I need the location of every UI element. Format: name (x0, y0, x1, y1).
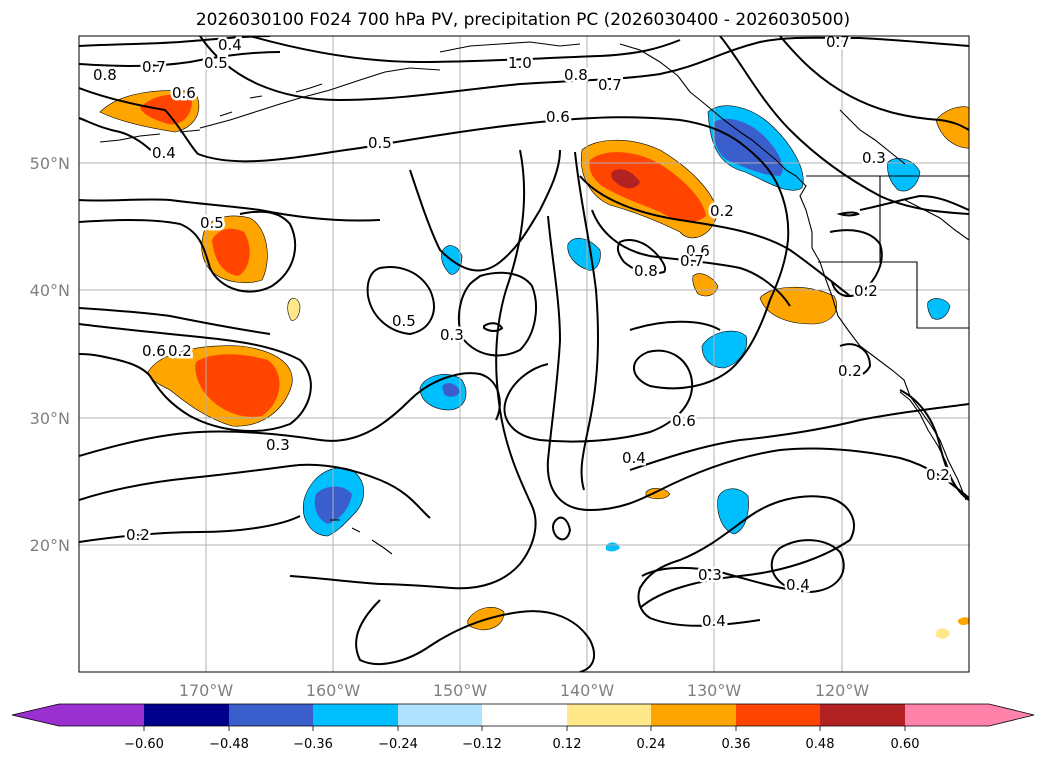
svg-text:0.5: 0.5 (200, 214, 224, 232)
svg-text:140°W: 140°W (560, 681, 615, 700)
svg-text:0.7: 0.7 (680, 252, 704, 270)
colorbar-tick-label: 0.60 (891, 737, 920, 752)
svg-text:160°W: 160°W (306, 681, 361, 700)
colorbar-bin-pos048 (820, 704, 905, 726)
colorbar-bin-neg-under (59, 704, 144, 726)
svg-text:0.5: 0.5 (368, 134, 392, 152)
colorbar-bin-pos060 (905, 704, 989, 726)
graticule (79, 36, 969, 672)
colorbar-tick-label: 0.48 (806, 737, 835, 752)
svg-text:0.8: 0.8 (93, 66, 117, 84)
colorbar: −0.60 −0.48 −0.36 −0.24 −0.12 0.12 0.24 … (11, 703, 1035, 752)
svg-text:0.3: 0.3 (862, 149, 886, 167)
svg-text:0.2: 0.2 (168, 342, 192, 360)
svg-text:0.4: 0.4 (702, 612, 726, 630)
colorbar-bin-neg060 (144, 704, 229, 726)
colorbar-tick-label: 0.24 (637, 737, 666, 752)
svg-text:0.5: 0.5 (392, 312, 416, 330)
map-frame (78, 35, 970, 673)
colorbar-bin-neg036 (313, 704, 398, 726)
colorbar-tick-label: −0.36 (293, 737, 333, 752)
svg-text:0.4: 0.4 (152, 144, 176, 162)
colorbar-bin-pos024 (651, 704, 736, 726)
svg-text:0.3: 0.3 (698, 566, 722, 584)
map-title: 2026030100 F024 700 hPa PV, precipitatio… (196, 10, 850, 30)
svg-text:170°W: 170°W (179, 681, 234, 700)
svg-text:0.7: 0.7 (826, 33, 850, 51)
svg-text:0.2: 0.2 (710, 202, 734, 220)
contour-labels: 0.4 0.5 1.0 0.8 0.7 0.7 0.6 0.5 0.8 0.7 … (91, 33, 953, 633)
svg-text:50°N: 50°N (30, 154, 70, 173)
svg-text:120°W: 120°W (815, 681, 870, 700)
svg-text:0.6: 0.6 (686, 242, 710, 260)
longitude-labels: 170°W 160°W 150°W 140°W 130°W 120°W (179, 681, 870, 700)
colorbar-under-arrow (12, 704, 59, 726)
colorbar-tick-label: −0.60 (124, 737, 164, 752)
svg-text:0.3: 0.3 (266, 436, 290, 454)
colorbar-bin-neg024 (398, 704, 482, 726)
coastlines (99, 41, 969, 555)
colorbar-bin-neutral (482, 704, 567, 726)
svg-text:0.6: 0.6 (546, 108, 570, 126)
svg-text:0.6: 0.6 (172, 84, 196, 102)
svg-text:0.4: 0.4 (218, 36, 242, 54)
colorbar-tick-label: 0.12 (553, 737, 582, 752)
colorbar-tick-label: −0.24 (378, 737, 418, 752)
colorbar-bin-pos036 (736, 704, 820, 726)
svg-text:40°N: 40°N (30, 281, 70, 300)
svg-text:0.2: 0.2 (854, 282, 878, 300)
svg-text:0.4: 0.4 (786, 576, 810, 594)
svg-text:150°W: 150°W (433, 681, 488, 700)
svg-text:0.2: 0.2 (926, 466, 950, 484)
colorbar-bin-neg048 (229, 704, 313, 726)
colorbar-bin-pos012 (567, 704, 651, 726)
svg-text:0.2: 0.2 (838, 362, 862, 380)
svg-text:0.5: 0.5 (204, 54, 228, 72)
svg-text:20°N: 20°N (30, 536, 70, 555)
colorbar-tick-label: −0.12 (462, 737, 502, 752)
svg-text:0.6: 0.6 (142, 342, 166, 360)
svg-text:0.7: 0.7 (142, 58, 166, 76)
pv-contours (79, 36, 969, 672)
svg-text:30°N: 30°N (30, 409, 70, 428)
svg-text:0.8: 0.8 (564, 66, 588, 84)
colorbar-tick-label: 0.36 (722, 737, 751, 752)
colorbar-outline (11, 703, 1035, 727)
svg-text:0.8: 0.8 (634, 262, 658, 280)
colorbar-tick-label: −0.48 (209, 737, 249, 752)
svg-text:130°W: 130°W (687, 681, 742, 700)
colorbar-over-arrow (989, 704, 1034, 726)
svg-text:0.2: 0.2 (126, 526, 150, 544)
colorbar-ticks (143, 726, 906, 731)
svg-text:1.0: 1.0 (508, 54, 532, 72)
svg-text:0.4: 0.4 (622, 449, 646, 467)
svg-text:0.7: 0.7 (598, 76, 622, 94)
svg-text:0.3: 0.3 (440, 326, 464, 344)
latitude-labels: 50°N 40°N 30°N 20°N (30, 154, 70, 555)
svg-text:0.6: 0.6 (672, 412, 696, 430)
